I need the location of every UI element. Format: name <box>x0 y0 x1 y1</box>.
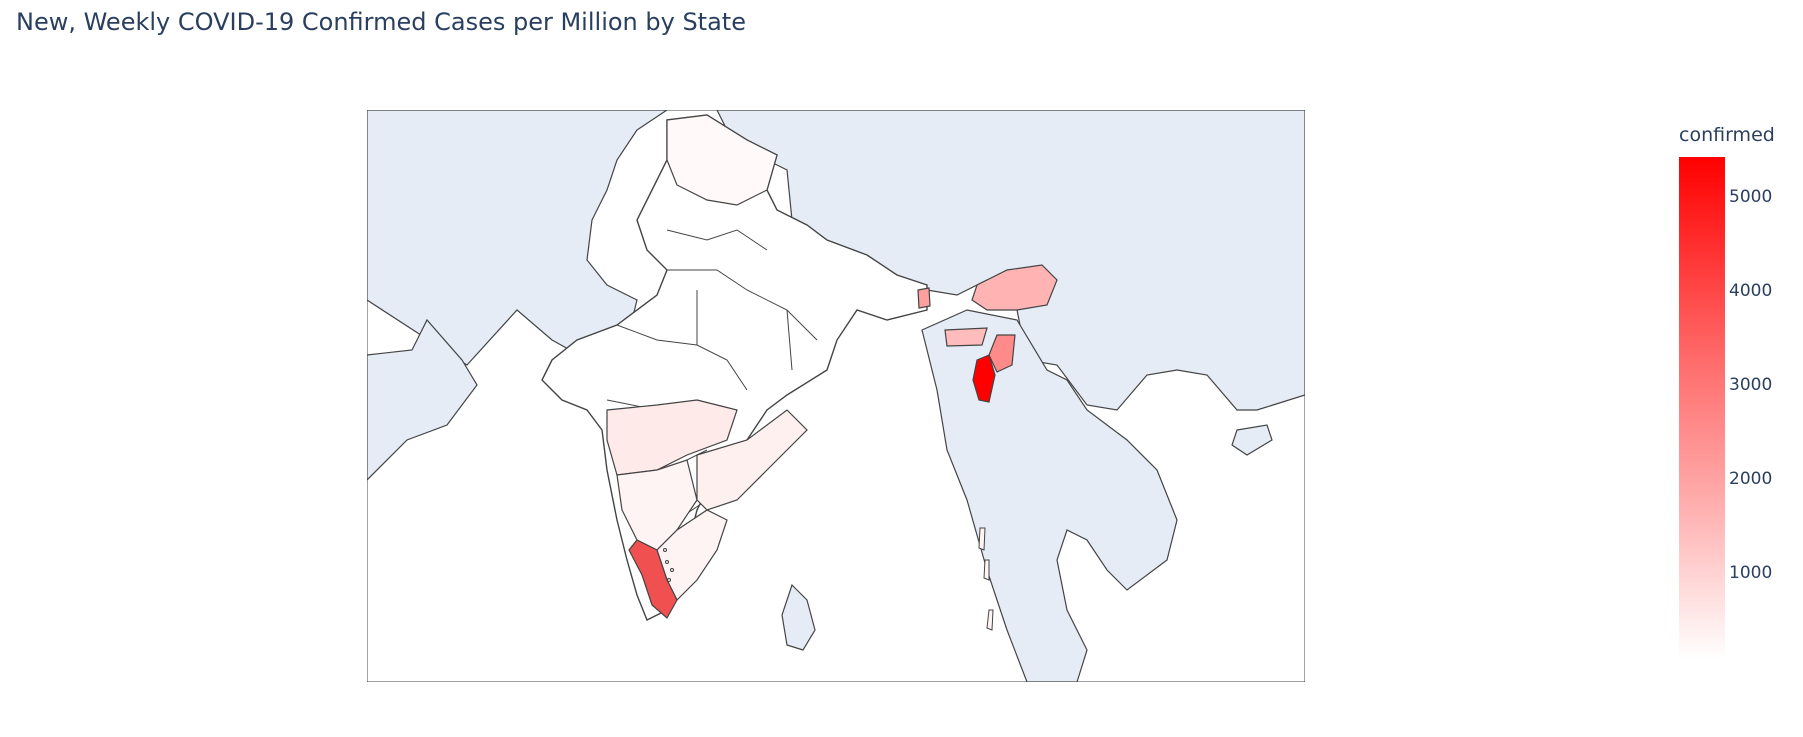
land-west <box>367 110 669 366</box>
region-manipur <box>988 334 1016 373</box>
region-mizoram <box>972 354 996 403</box>
colorbar-title: confirmed <box>1679 124 1775 146</box>
land-arabia <box>367 318 478 481</box>
colorbar-tick: 4000 <box>1729 281 1773 301</box>
colorbar <box>1679 157 1725 659</box>
region-andhra <box>696 409 808 511</box>
colorbar-tick: 3000 <box>1729 375 1773 395</box>
region-kerala <box>628 539 678 619</box>
region-arunachal <box>971 264 1058 311</box>
andaman-nicobar <box>978 527 994 631</box>
region-maharashtra <box>606 399 738 476</box>
region-meghalaya <box>944 327 988 347</box>
region-sikkim <box>917 287 931 309</box>
land-srilanka <box>781 583 816 651</box>
colorbar-tick: 2000 <box>1729 469 1773 489</box>
india-choropleth-map <box>367 110 1305 682</box>
lakshadweep <box>663 548 674 582</box>
colorbar-tick: 5000 <box>1729 187 1773 207</box>
chart-title: New, Weekly COVID-19 Confirmed Cases per… <box>16 8 746 36</box>
land-hainan <box>1231 424 1273 456</box>
colorbar-tick: 1000 <box>1729 563 1773 583</box>
region-jammu-kashmir <box>666 114 778 206</box>
